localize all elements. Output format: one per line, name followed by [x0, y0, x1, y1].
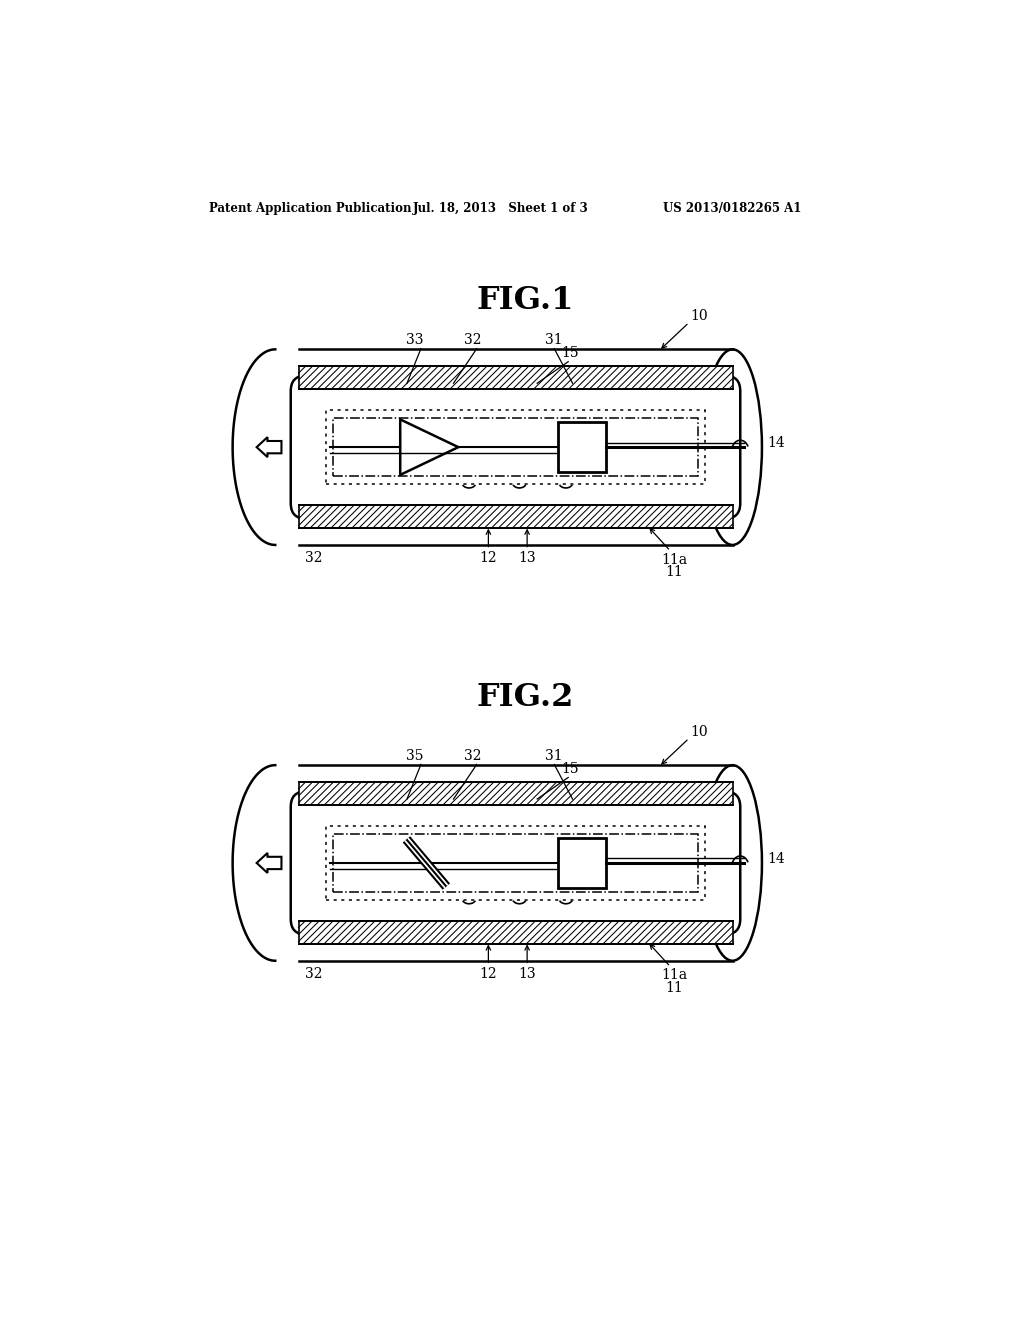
- Text: 12: 12: [479, 966, 498, 981]
- Text: 31: 31: [546, 333, 563, 347]
- Text: 13: 13: [518, 552, 536, 565]
- Text: 33: 33: [406, 333, 424, 347]
- Bar: [299, 504, 732, 528]
- Text: 10: 10: [690, 725, 709, 739]
- Bar: [334, 834, 697, 892]
- Text: 32: 32: [464, 748, 481, 763]
- FancyArrow shape: [257, 437, 282, 457]
- Ellipse shape: [703, 766, 762, 961]
- Polygon shape: [232, 766, 299, 961]
- Text: FIG.2: FIG.2: [476, 682, 573, 713]
- Text: FIG.1: FIG.1: [476, 285, 573, 317]
- Text: 15: 15: [561, 346, 579, 360]
- Text: 11a: 11a: [662, 969, 687, 982]
- Ellipse shape: [703, 350, 762, 545]
- Text: US 2013/0182265 A1: US 2013/0182265 A1: [663, 202, 801, 215]
- Text: 10: 10: [690, 309, 709, 323]
- Polygon shape: [400, 420, 459, 475]
- Text: Patent Application Publication: Patent Application Publication: [209, 202, 412, 215]
- Text: 31: 31: [546, 748, 563, 763]
- Text: 32: 32: [305, 552, 323, 565]
- Text: 11: 11: [666, 565, 683, 579]
- Bar: [326, 826, 706, 900]
- Text: 35: 35: [406, 748, 424, 763]
- Polygon shape: [232, 350, 299, 545]
- Bar: [334, 418, 697, 477]
- FancyArrow shape: [257, 853, 282, 873]
- Text: 13: 13: [518, 966, 536, 981]
- Text: 12: 12: [479, 552, 498, 565]
- Text: 11: 11: [666, 981, 683, 995]
- Text: 32: 32: [464, 333, 481, 347]
- Bar: [326, 411, 706, 484]
- Text: 11a: 11a: [662, 553, 687, 566]
- Bar: [299, 350, 732, 545]
- Bar: [299, 781, 732, 805]
- Text: Jul. 18, 2013   Sheet 1 of 3: Jul. 18, 2013 Sheet 1 of 3: [414, 202, 589, 215]
- Bar: [299, 921, 732, 944]
- Bar: [299, 367, 732, 389]
- Bar: [558, 422, 606, 471]
- Text: 14: 14: [767, 853, 785, 866]
- FancyBboxPatch shape: [291, 792, 740, 935]
- FancyBboxPatch shape: [291, 376, 740, 519]
- Text: 14: 14: [767, 437, 785, 450]
- Text: 15: 15: [561, 762, 579, 776]
- Text: 32: 32: [305, 966, 323, 981]
- Bar: [299, 766, 732, 961]
- Bar: [558, 838, 606, 887]
